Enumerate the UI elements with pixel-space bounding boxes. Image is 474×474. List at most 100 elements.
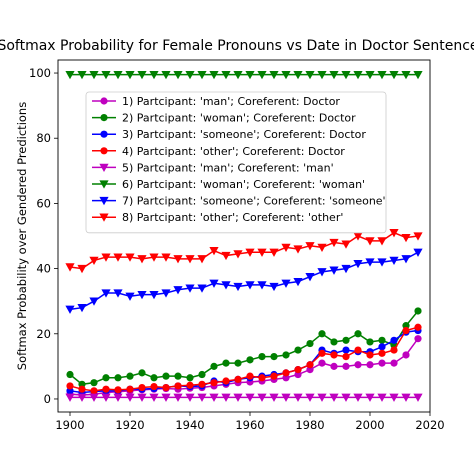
- data-point: [125, 253, 135, 262]
- data-point: [197, 255, 207, 264]
- data-point: [137, 70, 147, 80]
- data-point: [342, 352, 350, 361]
- data-point: [293, 70, 303, 80]
- data-point: [330, 351, 338, 359]
- data-point: [209, 246, 219, 256]
- data-point: [197, 284, 207, 293]
- legend-box: [85, 91, 387, 234]
- data-point: [389, 393, 399, 402]
- data-point: [329, 238, 339, 248]
- data-point: [413, 232, 423, 241]
- data-point: [341, 393, 351, 402]
- data-point: [89, 70, 99, 80]
- data-point: [89, 256, 99, 266]
- data-point: [413, 393, 423, 402]
- data-point: [185, 284, 195, 293]
- legend-marker: [100, 97, 108, 105]
- data-point: [257, 281, 267, 290]
- x-tick-label: 1980: [295, 418, 324, 432]
- data-point: [353, 260, 363, 269]
- data-point: [210, 362, 218, 370]
- data-point: [233, 250, 243, 259]
- y-tick-label: 0: [44, 392, 51, 406]
- x-tick-label: 2020: [415, 418, 444, 432]
- data-point: [318, 330, 326, 338]
- data-point: [221, 281, 231, 290]
- data-point: [66, 382, 74, 390]
- data-point: [281, 393, 291, 402]
- data-point: [113, 393, 123, 402]
- data-point: [65, 393, 75, 402]
- data-point: [197, 393, 207, 402]
- data-point: [222, 359, 230, 367]
- legend-item: 4) Partcipant: 'other'; Coreferent: Doct…: [92, 145, 345, 158]
- data-point: [365, 70, 375, 80]
- data-point: [282, 351, 290, 359]
- data-point: [293, 393, 303, 402]
- legend-marker: [99, 163, 109, 172]
- data-point: [353, 70, 363, 80]
- data-point: [258, 352, 266, 361]
- data-point: [173, 393, 183, 402]
- data-point: [101, 70, 111, 80]
- legend-label: 2) Partcipant: 'woman'; Coreferent: Doct…: [122, 112, 356, 125]
- series-5: [65, 393, 423, 402]
- data-point: [126, 385, 134, 393]
- data-point: [413, 70, 423, 80]
- data-point: [90, 379, 98, 387]
- data-point: [137, 290, 147, 300]
- data-point: [353, 393, 363, 402]
- data-point: [401, 70, 411, 80]
- data-point: [306, 339, 314, 348]
- data-point: [114, 374, 122, 382]
- data-point: [221, 393, 231, 402]
- x-tick-label: 1900: [55, 418, 84, 432]
- data-point: [102, 374, 110, 382]
- data-point: [282, 369, 290, 377]
- legend-label: 3) Partcipant: 'someone'; Coreferent: Do…: [122, 128, 366, 141]
- data-point: [329, 70, 339, 80]
- data-point: [221, 251, 231, 261]
- data-point: [77, 70, 87, 80]
- legend-marker: [99, 196, 109, 206]
- data-point: [390, 346, 398, 354]
- data-point: [294, 366, 302, 374]
- series-7: [65, 248, 423, 314]
- legend-marker: [99, 180, 109, 189]
- data-point: [209, 393, 219, 402]
- data-point: [366, 361, 374, 369]
- data-point: [401, 255, 411, 264]
- data-point: [137, 393, 147, 402]
- legend-item: 7) Partcipant: 'someone'; Coreferent: 's…: [92, 195, 386, 208]
- data-point: [198, 370, 206, 379]
- data-point: [378, 336, 386, 344]
- data-point: [113, 289, 123, 298]
- data-point: [365, 393, 375, 402]
- data-point: [342, 346, 350, 354]
- data-point: [389, 256, 399, 266]
- series-6: [65, 70, 423, 80]
- data-point: [149, 393, 159, 402]
- data-point: [65, 263, 75, 272]
- data-point: [341, 240, 351, 249]
- data-point: [401, 233, 411, 243]
- data-point: [138, 383, 146, 392]
- data-point: [270, 372, 278, 380]
- data-point: [293, 277, 303, 287]
- data-point: [125, 292, 135, 301]
- legend-marker: [100, 147, 108, 155]
- data-point: [390, 336, 398, 344]
- data-point: [197, 70, 207, 80]
- legend-item: 6) Partcipant: 'woman'; Coreferent: 'wom…: [92, 178, 365, 191]
- data-point: [305, 242, 315, 251]
- data-point: [233, 393, 243, 402]
- data-point: [318, 349, 326, 357]
- data-point: [245, 248, 255, 257]
- x-tick-label: 1940: [175, 418, 204, 432]
- data-point: [65, 70, 75, 80]
- data-point: [330, 338, 338, 346]
- legend-item: 2) Partcipant: 'woman'; Coreferent: Doct…: [92, 112, 356, 125]
- data-point: [66, 370, 74, 379]
- data-point: [281, 279, 291, 288]
- data-point: [149, 290, 159, 300]
